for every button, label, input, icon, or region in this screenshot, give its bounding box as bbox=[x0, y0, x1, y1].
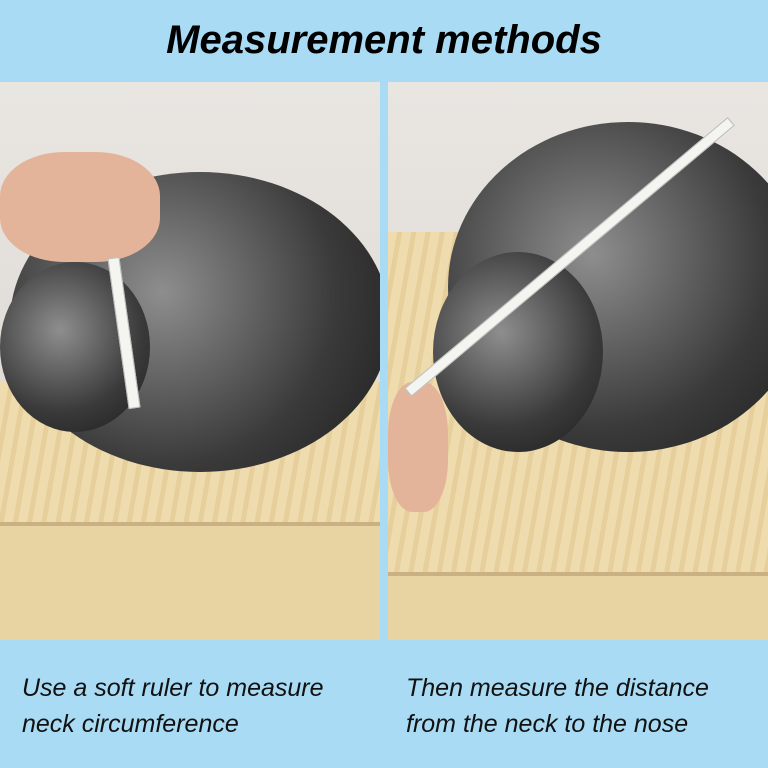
photo-length-measurement bbox=[388, 82, 768, 640]
page-title: Measurement methods bbox=[166, 18, 602, 62]
caption-line: Then measure the distance bbox=[406, 674, 709, 702]
caption-neck: Use a soft ruler to measure neck circumf… bbox=[22, 670, 382, 742]
caption-line: Use a soft ruler to measure bbox=[22, 674, 324, 702]
photo-neck-measurement bbox=[0, 82, 380, 640]
caption-line: from the neck to the nose bbox=[406, 710, 689, 738]
caption-length: Then measure the distance from the neck … bbox=[406, 670, 766, 742]
caption-line: neck circumference bbox=[22, 710, 239, 738]
